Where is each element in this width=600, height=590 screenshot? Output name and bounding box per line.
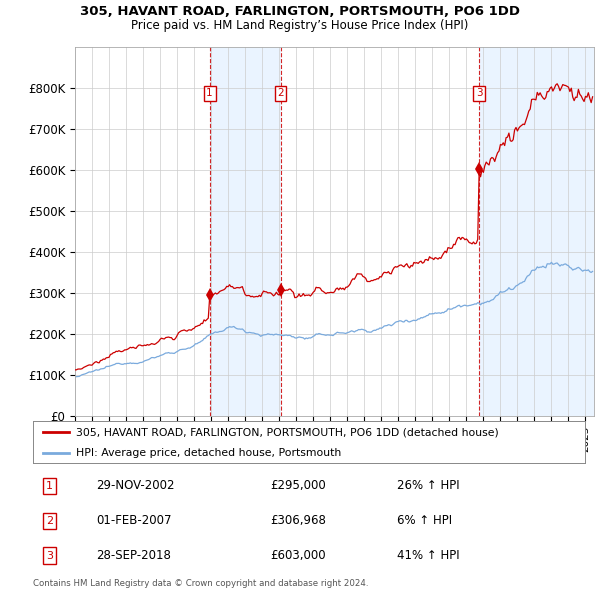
Text: HPI: Average price, detached house, Portsmouth: HPI: Average price, detached house, Port… [76,448,341,457]
Text: 01-FEB-2007: 01-FEB-2007 [97,514,172,527]
Text: 6% ↑ HPI: 6% ↑ HPI [397,514,452,527]
Text: 305, HAVANT ROAD, FARLINGTON, PORTSMOUTH, PO6 1DD: 305, HAVANT ROAD, FARLINGTON, PORTSMOUTH… [80,5,520,18]
Text: 1: 1 [206,88,213,99]
Text: 28-SEP-2018: 28-SEP-2018 [97,549,172,562]
Text: 1: 1 [46,481,53,491]
Text: 29-NOV-2002: 29-NOV-2002 [97,479,175,492]
Text: Contains HM Land Registry data © Crown copyright and database right 2024.
This d: Contains HM Land Registry data © Crown c… [33,579,368,590]
Text: £306,968: £306,968 [271,514,326,527]
Text: Price paid vs. HM Land Registry’s House Price Index (HPI): Price paid vs. HM Land Registry’s House … [131,19,469,32]
Text: £603,000: £603,000 [271,549,326,562]
Text: 3: 3 [46,550,53,560]
Text: 2: 2 [277,88,284,99]
Text: 305, HAVANT ROAD, FARLINGTON, PORTSMOUTH, PO6 1DD (detached house): 305, HAVANT ROAD, FARLINGTON, PORTSMOUTH… [76,427,498,437]
Text: 41% ↑ HPI: 41% ↑ HPI [397,549,460,562]
Bar [479,47,594,416]
Text: 26% ↑ HPI: 26% ↑ HPI [397,479,460,492]
Bar [209,47,281,416]
Text: 2: 2 [46,516,53,526]
Text: 3: 3 [476,88,482,99]
Text: £295,000: £295,000 [271,479,326,492]
